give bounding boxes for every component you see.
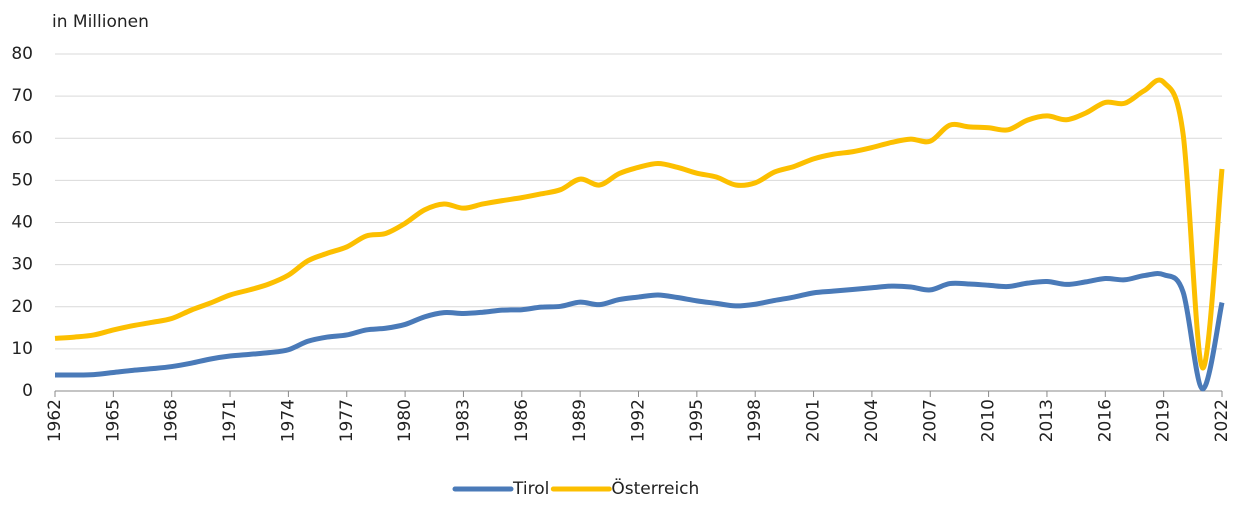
x-tick-label: 1989 [570, 399, 590, 442]
y-tick-label: 50 [11, 170, 33, 190]
y-tick-label: 60 [11, 128, 33, 148]
legend-label: Tirol [512, 479, 549, 499]
y-tick-label: 10 [11, 339, 33, 359]
x-tick-label: 1965 [103, 399, 123, 442]
x-tick-label: 1980 [395, 399, 415, 442]
y-tick-label: 30 [11, 255, 33, 275]
x-tick-label: 1995 [687, 399, 707, 442]
legend-label: Österreich [611, 477, 699, 499]
series-line [54, 77, 1225, 371]
x-tick-label: 2019 [1154, 399, 1174, 442]
x-tick-label: 2022 [1212, 399, 1232, 442]
x-tick-label: 1974 [278, 399, 298, 442]
y-tick-label: 80 [11, 44, 33, 64]
x-tick-label: 1962 [45, 399, 65, 442]
x-tick-label: 1977 [337, 399, 357, 442]
x-tick-label: 1998 [745, 399, 765, 442]
y-axis-label: in Millionen [52, 12, 149, 32]
x-tick-label: 2016 [1095, 399, 1115, 442]
x-tick-label: 1986 [512, 399, 532, 442]
y-tick-label: 20 [11, 297, 33, 317]
x-tick-label: 1992 [629, 399, 649, 442]
x-tick-label: 2001 [804, 399, 824, 442]
x-tick-label: 2013 [1037, 399, 1057, 442]
y-tick-label: 70 [11, 86, 33, 106]
x-tick-label: 1971 [220, 399, 240, 442]
x-tick-label: 2007 [920, 399, 940, 442]
y-tick-label: 0 [22, 381, 33, 401]
x-tick-label: 2004 [862, 399, 882, 442]
x-tick-label: 1983 [453, 399, 473, 442]
y-tick-label: 40 [11, 213, 33, 233]
x-tick-label: 1968 [162, 399, 182, 442]
x-tick-label: 2010 [979, 399, 999, 442]
series-line [54, 271, 1225, 392]
